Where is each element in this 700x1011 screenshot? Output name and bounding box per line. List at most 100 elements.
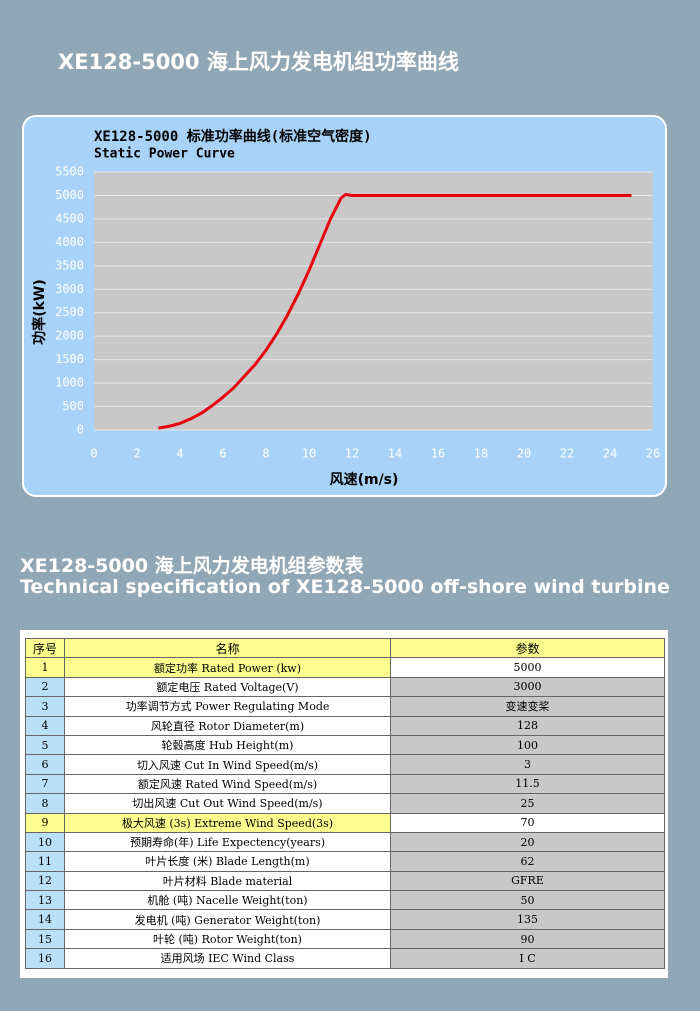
spec-table: 序号 名称 参数 1 额定功率 Rated Power (kw) 5000 2 额定电压 Ra… xyxy=(25,637,665,969)
table-row: 5 轮毂高度 Hub Height(m) 100 xyxy=(25,734,665,756)
header-row: 序号 名称 参数 xyxy=(25,637,665,659)
table-cell: 14 xyxy=(25,909,65,930)
table-cell: 额定风速 Rated Wind Speed(m/s) xyxy=(64,773,391,795)
table-cell: 功率调节方式 Power Regulating Mode xyxy=(64,696,391,717)
table-cell: 16 xyxy=(25,948,65,969)
x-tick-label: 2 xyxy=(133,447,140,461)
spec-subtitle: Technical specification of XE128-5000 of… xyxy=(20,576,670,598)
table-cell: 预期寿命(年) Life Expectency(years) xyxy=(64,831,391,853)
x-tick-label: 24 xyxy=(603,447,617,461)
table-row: 3 功率调节方式 Power Regulating Mode 变速变桨 xyxy=(25,696,665,717)
y-tick-label: 3500 xyxy=(55,258,84,272)
y-axis-label: 功率(kW) xyxy=(31,279,48,345)
table-row: 13 机舱 (吨) Nacelle Weight(ton) 50 xyxy=(25,890,665,911)
x-tick-label: 8 xyxy=(262,447,269,461)
table-cell: 变速变桨 xyxy=(390,696,665,717)
y-tick-label: 1000 xyxy=(55,376,84,390)
power-curve xyxy=(158,193,632,430)
table-row: 11 叶片长度 (米) Blade Length(m) 62 xyxy=(25,851,665,872)
table-cell: 50 xyxy=(390,890,665,911)
plot-area xyxy=(94,172,653,430)
x-tick-label: 20 xyxy=(517,447,531,461)
table-row: 15 叶轮 (吨) Rotor Weight(ton) 90 xyxy=(25,928,665,950)
y-tick-label: 4000 xyxy=(55,235,84,249)
x-tick-label: 4 xyxy=(176,447,183,461)
table-cell: 1 xyxy=(25,657,65,678)
table-cell: 额定功率 Rated Power (kw) xyxy=(64,657,391,678)
table-cell: 轮毂高度 Hub Height(m) xyxy=(64,734,391,756)
x-tick-label: 16 xyxy=(431,447,445,461)
spec-title: XE128-5000 海上风力发电机组参数表 xyxy=(20,555,364,577)
table-cell: 5000 xyxy=(390,657,665,678)
table-cell: 12 xyxy=(25,870,65,892)
y-tick-label: 500 xyxy=(62,399,84,413)
table-row: 16 适用风场 IEC Wind Class I C xyxy=(25,948,665,969)
table-cell: 发电机 (吨) Generator Weight(ton) xyxy=(64,909,391,930)
table-cell: 叶轮 (吨) Rotor Weight(ton) xyxy=(64,928,391,950)
y-tick-label: 1500 xyxy=(55,352,84,366)
table-row: 2 额定电压 Rated Voltage(V) 3000 xyxy=(25,676,665,698)
table-cell: 额定电压 Rated Voltage(V) xyxy=(64,676,391,698)
table-cell: 13 xyxy=(25,890,65,911)
table-cell: I C xyxy=(390,948,665,969)
table-cell: 100 xyxy=(390,734,665,756)
y-tick-label: 5000 xyxy=(55,188,84,202)
table-row: 10 预期寿命(年) Life Expectency(years) 20 xyxy=(25,831,665,853)
table-cell: 70 xyxy=(390,812,665,833)
x-tick-label: 10 xyxy=(302,447,316,461)
table-cell: 叶片长度 (米) Blade Length(m) xyxy=(64,851,391,872)
table-box: 序号 名称 参数 1 额定功率 Rated Power (kw) 5000 2 额定电压 Ra… xyxy=(20,630,668,978)
x-tick-label: 26 xyxy=(646,447,660,461)
x-tick-label: 12 xyxy=(345,447,359,461)
table-cell: 切入风速 Cut In Wind Speed(m/s) xyxy=(64,754,391,775)
table-cell: 6 xyxy=(25,754,65,775)
table-cell: 机舱 (吨) Nacelle Weight(ton) xyxy=(64,890,391,911)
table-cell: 135 xyxy=(390,909,665,930)
x-tick-label: 14 xyxy=(388,447,402,461)
table-cell: 参数 xyxy=(390,637,665,659)
table-row: 1 额定功率 Rated Power (kw) 5000 xyxy=(25,657,665,678)
table-cell: 15 xyxy=(25,928,65,950)
page-title: XE128-5000 海上风力发电机组功率曲线 xyxy=(58,50,459,74)
table-cell: 2 xyxy=(25,676,65,698)
table-cell: 11.5 xyxy=(390,773,665,795)
table-row: 6 切入风速 Cut In Wind Speed(m/s) 3 xyxy=(25,754,665,775)
table-cell: 11 xyxy=(25,851,65,872)
table-row: 7 额定风速 Rated Wind Speed(m/s) 11.5 xyxy=(25,773,665,795)
table-cell: 适用风场 IEC Wind Class xyxy=(64,948,391,969)
table-cell: 3000 xyxy=(390,676,665,698)
x-tick-label: 6 xyxy=(219,447,226,461)
y-tick-label: 2000 xyxy=(55,329,84,343)
table-cell: 切出风速 Cut Out Wind Speed(m/s) xyxy=(64,793,391,814)
table-cell: 128 xyxy=(390,715,665,736)
x-tick-label: 22 xyxy=(560,447,574,461)
table-cell: 叶片材料 Blade material xyxy=(64,870,391,892)
table-cell: 3 xyxy=(390,754,665,775)
table-row: 4 风轮直径 Rotor Diameter(m) 128 xyxy=(25,715,665,736)
chart-title: XE128-5000 标准功率曲线(标准空气密度) xyxy=(94,128,372,145)
x-tick-label: 18 xyxy=(474,447,488,461)
table-cell: 5 xyxy=(25,734,65,756)
table-row: 9 极大风速 (3s) Extreme Wind Speed(3s) 70 xyxy=(25,812,665,833)
table-cell: 序号 xyxy=(25,637,65,659)
chart-subtitle: Static Power Curve xyxy=(94,147,235,162)
table-cell: 8 xyxy=(25,793,65,814)
x-axis-label: 风速(m/s) xyxy=(330,471,399,488)
table-row: 12 叶片材料 Blade material GFRE xyxy=(25,870,665,892)
table-cell: GFRE xyxy=(390,870,665,892)
y-tick-label: 3000 xyxy=(55,282,84,296)
table-row: 14 发电机 (吨) Generator Weight(ton) 135 xyxy=(25,909,665,930)
table-row: 8 切出风速 Cut Out Wind Speed(m/s) 25 xyxy=(25,793,665,814)
table-cell: 20 xyxy=(390,831,665,853)
y-tick-label: 5500 xyxy=(55,165,84,179)
table-cell: 62 xyxy=(390,851,665,872)
table-cell: 9 xyxy=(25,812,65,833)
table-cell: 90 xyxy=(390,928,665,950)
table-cell: 名称 xyxy=(64,637,391,659)
y-tick-label: 2500 xyxy=(55,305,84,319)
chart-panel: XE128-5000 标准功率曲线(标准空气密度) Static Power C… xyxy=(22,115,667,497)
table-cell: 7 xyxy=(25,773,65,795)
table-cell: 3 xyxy=(25,696,65,717)
table-cell: 风轮直径 Rotor Diameter(m) xyxy=(64,715,391,736)
